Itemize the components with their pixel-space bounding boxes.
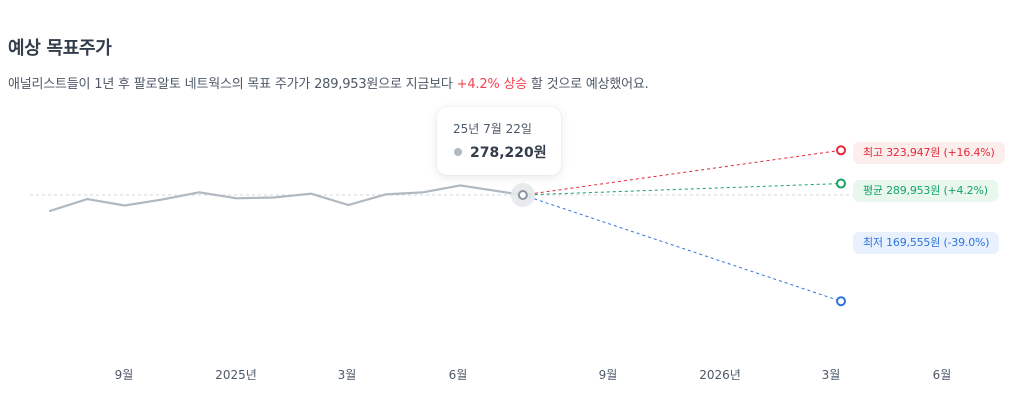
forecast-line-avg	[522, 183, 842, 196]
x-tick-label: 3월	[821, 368, 841, 382]
x-tick-label: 9월	[114, 368, 134, 382]
forecast-point-low[interactable]	[836, 296, 846, 307]
forecast-line-low	[522, 194, 842, 302]
tooltip-date: 25년 7월 22일	[453, 122, 532, 136]
forecast-line-high	[522, 149, 842, 196]
description-prefix: 애널리스트들이 1년 후 팔로알토 네트웍스의 목표 주가가 289,953원으…	[8, 77, 457, 92]
x-tick-label: 2026년	[699, 368, 741, 382]
current-point[interactable]	[517, 190, 528, 200]
target-avg-label: 평균 289,953원 (+4.2%)	[853, 180, 998, 202]
target-high-label: 최고 323,947원 (+16.4%)	[853, 142, 1005, 164]
tooltip: 25년 7월 22일 278,220원	[437, 107, 561, 175]
description-highlight: +4.2% 상승	[456, 77, 528, 92]
history-line	[48, 184, 525, 212]
tooltip-series-dot	[454, 148, 462, 156]
forecast-point-high[interactable]	[836, 145, 846, 156]
x-tick-label: 6월	[932, 368, 952, 382]
x-tick-label: 6월	[448, 368, 468, 382]
tooltip-price: 278,220원	[470, 145, 547, 161]
x-tick-label: 3월	[337, 368, 357, 382]
target-low-label: 최저 169,555원 (-39.0%)	[853, 232, 1000, 254]
description-suffix: 할 것으로 예상했어요.	[527, 77, 649, 92]
forecast-point-avg[interactable]	[836, 178, 846, 189]
description: 애널리스트들이 1년 후 팔로알토 네트웍스의 목표 주가가 289,953원으…	[8, 73, 649, 92]
x-tick-label: 9월	[598, 368, 618, 382]
x-tick-label: 2025년	[215, 368, 257, 382]
page-title: 예상 목표주가	[8, 38, 112, 59]
